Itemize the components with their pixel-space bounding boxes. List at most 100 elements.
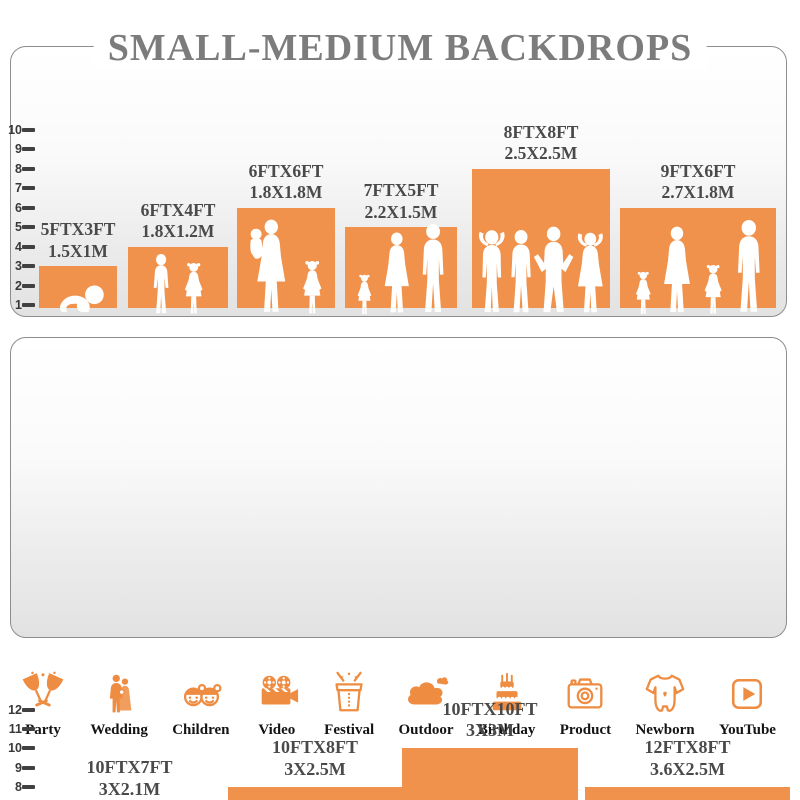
- size-meters: 1.8X1.2M: [141, 221, 215, 242]
- ruler-tick-label: 8: [15, 780, 22, 795]
- category-label: Festival: [324, 722, 375, 738]
- ruler-tick-mark: [22, 264, 35, 268]
- ruler-tick-mark: [22, 765, 35, 770]
- page-title: SMALL-MEDIUM BACKDROPS: [93, 26, 707, 70]
- ruler-tick-mark: [22, 707, 35, 712]
- ruler-tick-mark: [22, 746, 35, 751]
- ruler-tick-mark: [22, 727, 35, 731]
- girl-silhouette: [297, 260, 328, 316]
- category-youtube: YouTube: [719, 660, 776, 739]
- size-meters: 1.8X1.8M: [249, 182, 323, 203]
- size-feet: 10FTX8FT: [271, 737, 358, 758]
- size-feet: 5FTX3FT: [40, 219, 116, 240]
- backdrop-size-label: 7FTX5FT 2.2X1.5M: [291, 180, 511, 223]
- girl-silhouette: [179, 262, 208, 316]
- backdrop-size-label: 9FTX6FT 2.7X1.8M: [588, 161, 800, 204]
- people-silhouettes: [472, 226, 610, 316]
- man-silhouette: [732, 220, 766, 316]
- wedding-icon: [97, 660, 141, 716]
- ruler-tick-label: 12: [8, 702, 22, 717]
- ruler-tick-mark: [22, 785, 35, 790]
- girl-silhouette: [631, 271, 656, 316]
- size-feet: 10FTX10FT: [442, 698, 538, 719]
- cake-icon: [484, 660, 530, 716]
- cloud-icon: [403, 660, 449, 716]
- ruler-tick-mark: [22, 166, 35, 171]
- children-icon: [178, 660, 224, 716]
- ruler-tick-label: 9: [15, 142, 22, 156]
- woman-silhouette: [659, 226, 695, 316]
- size-feet: 9FTX6FT: [660, 160, 736, 181]
- category-outdoor: Outdoor: [399, 660, 454, 739]
- size-meters: 3X2.1M: [98, 778, 161, 799]
- size-meters: 1.5X1M: [48, 240, 108, 261]
- backdrop-size-label: 8FTX8FT 2.5X2.5M: [431, 122, 651, 165]
- ruler-tick-mark: [22, 127, 35, 132]
- category-video: Video: [254, 660, 300, 739]
- backdrop-rect: [228, 787, 402, 800]
- ruler-tick-label: 4: [15, 239, 22, 254]
- category-wedding: Wedding: [90, 660, 148, 739]
- size-meters: 2.5X2.5M: [504, 143, 578, 164]
- backdrop-size-label: 6FTX6FT 1.8X1.8M: [176, 161, 396, 204]
- size-feet: 6FTX6FT: [248, 160, 324, 181]
- backdrop-rect: [128, 246, 228, 308]
- ruler-tick-label: 10: [8, 741, 22, 756]
- ruler-tick-label: 6: [15, 200, 22, 215]
- category-row: Party Wedding Children Video Festival Ou…: [0, 660, 800, 739]
- crawling-baby-silhouette: [50, 282, 106, 316]
- category-newborn: Newborn: [635, 660, 695, 739]
- ruler-tick-mark: [22, 147, 35, 151]
- boy-silhouette: [147, 254, 175, 316]
- category-children: Children: [172, 660, 229, 739]
- backdrop-size-label: 10FTX7FT 3X2.1M: [20, 757, 240, 800]
- people-silhouettes: [128, 254, 228, 316]
- size-feet: 8FTX8FT: [503, 121, 579, 142]
- ruler-tick-label: 8: [15, 161, 22, 176]
- ruler-tick-mark: [22, 186, 35, 190]
- backdrop-rect: [585, 787, 790, 800]
- category-festival: Festival: [324, 660, 374, 739]
- category-label: Wedding: [90, 722, 148, 738]
- backdrop-size-label: 6FTX4FT 1.8X1.2M: [68, 200, 288, 243]
- people-silhouettes: [39, 282, 117, 316]
- ruler-tick-mark: [22, 205, 35, 210]
- category-product: Product: [560, 660, 611, 739]
- ruler-tick-mark: [22, 244, 35, 249]
- man-hands-on-hips-silhouette: [530, 226, 577, 316]
- girl-silhouette: [353, 274, 376, 316]
- gift-icon: [326, 660, 372, 716]
- size-feet: 6FTX4FT: [140, 199, 216, 220]
- size-meters: 3.6X2.5M: [650, 759, 725, 780]
- category-label: YouTube: [718, 722, 776, 738]
- ruler-tick-label: 3: [15, 259, 22, 273]
- play-button-icon: [725, 660, 769, 716]
- category-birthday: Birthday: [477, 660, 536, 739]
- category-party: Party: [20, 660, 66, 739]
- ruler-tick-label: 10: [8, 122, 22, 137]
- woman-silhouette: [380, 232, 414, 316]
- backdrop-size-label: 12FTX8FT 3.6X2.5M: [578, 737, 798, 781]
- size-meters: 3X3M: [466, 720, 514, 741]
- ruler-tick-mark: [22, 283, 35, 288]
- category-label: Outdoor: [398, 722, 454, 738]
- ruler-tick-mark: [22, 303, 35, 307]
- category-label: Newborn: [635, 722, 695, 738]
- backdrop-size-label: 10FTX8FT 3X2.5M: [205, 737, 425, 781]
- people-silhouettes: [345, 224, 457, 316]
- ruler-tick-label: 11: [8, 722, 22, 736]
- category-label: Children: [172, 722, 230, 738]
- people-silhouettes: [620, 220, 776, 316]
- ruler-tick-label: 1: [15, 298, 22, 312]
- video-camera-icon: [254, 660, 300, 716]
- party-icon: [20, 660, 66, 716]
- ruler-tick-label: 5: [15, 220, 22, 234]
- category-label: Birthday: [477, 722, 536, 738]
- onesie-icon: [642, 660, 688, 716]
- size-feet: 7FTX5FT: [363, 180, 439, 201]
- ruler-tick-mark: [22, 225, 35, 229]
- size-meters: 2.2X1.5M: [364, 201, 438, 222]
- size-feet: 12FTX8FT: [644, 737, 731, 758]
- backdrop-size-label: 5FTX3FT 1.5X1M: [0, 219, 188, 262]
